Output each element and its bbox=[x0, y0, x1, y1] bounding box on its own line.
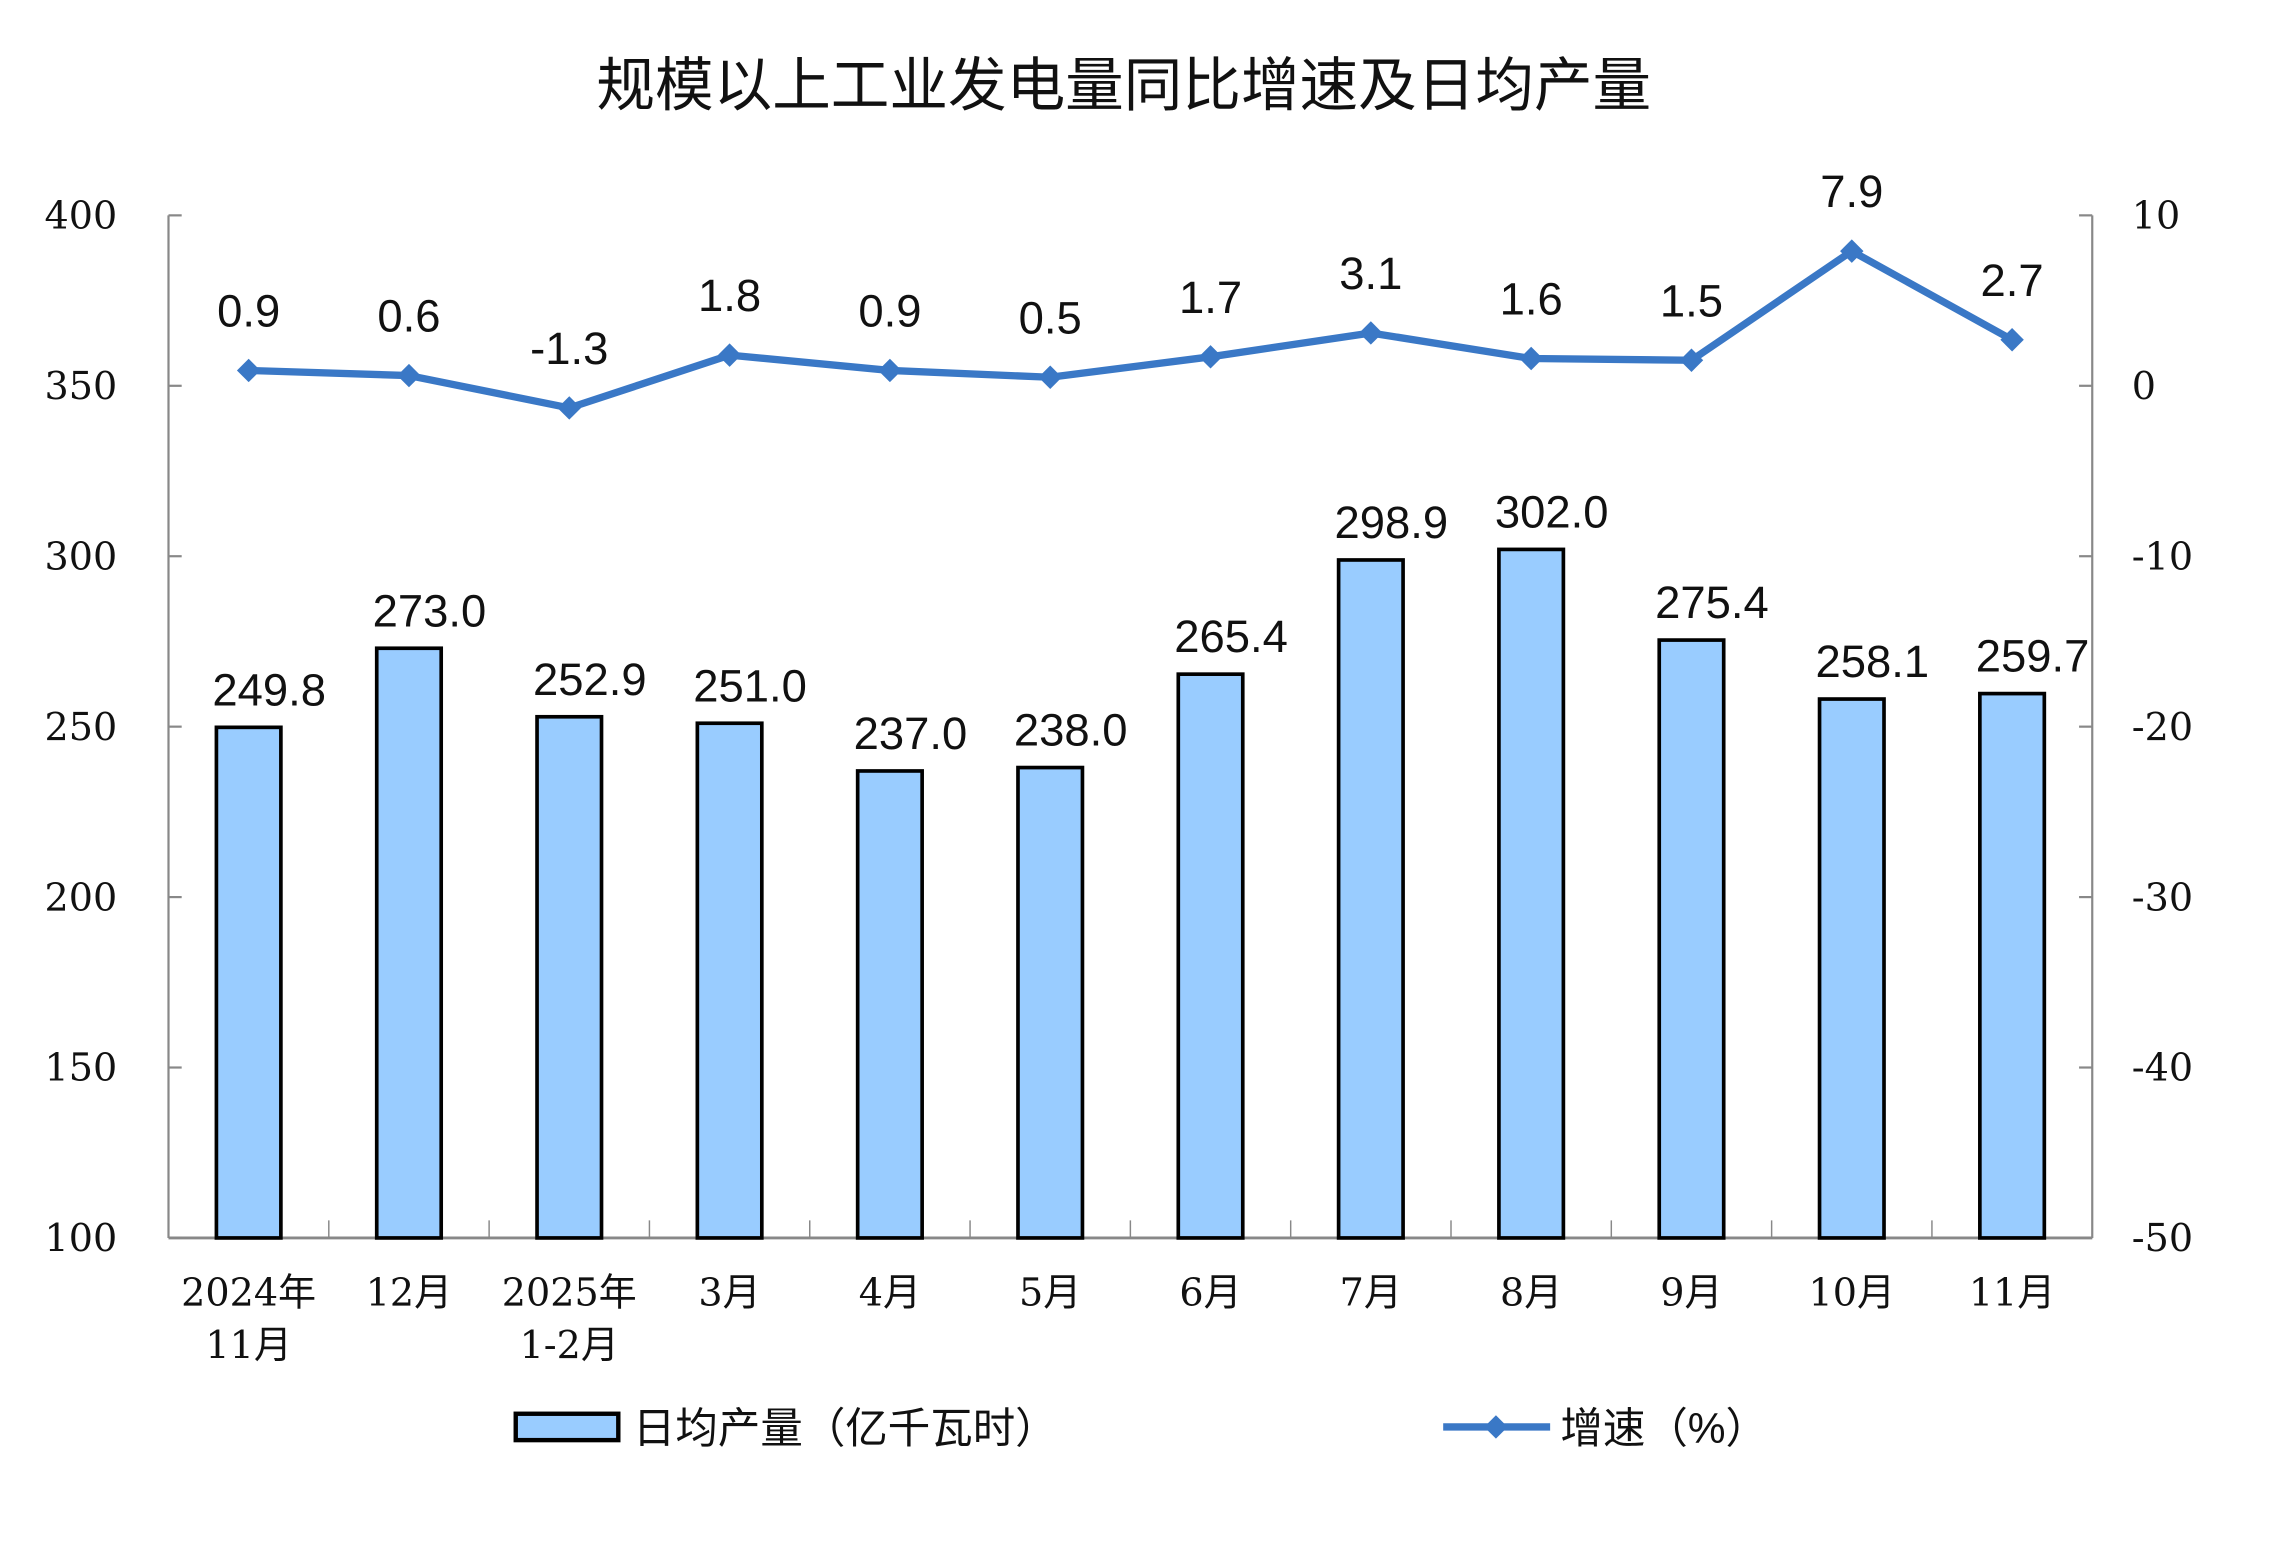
line-marker bbox=[1198, 345, 1223, 369]
bar bbox=[214, 725, 283, 1240]
bar-data-label: 302.0 bbox=[1495, 486, 1609, 537]
y-left-tick-label: 200 bbox=[45, 875, 118, 919]
x-tick-label: 11月 bbox=[205, 1323, 292, 1367]
legend-line-label: 增速（%） bbox=[1560, 1406, 1768, 1453]
line-data-label: 1.6 bbox=[1500, 274, 1563, 325]
y-left-tick-label: 400 bbox=[45, 194, 118, 238]
y-right-tick-label: 10 bbox=[2132, 194, 2180, 238]
line-series: 0.9 0.6 -1.3 1.8 0.9 0.5 1.7 3.1 1.6 1.5 7.9 2.7 bbox=[217, 166, 2044, 420]
bar-data-label: 237.0 bbox=[854, 708, 968, 759]
bar bbox=[1497, 547, 1566, 1240]
x-tick-label: 6月 bbox=[1179, 1270, 1241, 1314]
y-right-tick-label: -40 bbox=[2132, 1046, 2193, 1090]
bar bbox=[374, 646, 444, 1240]
bar-data-label: 259.7 bbox=[1976, 631, 2090, 682]
y-right-tick-label: -20 bbox=[2132, 705, 2193, 749]
x-tick-label: 9月 bbox=[1660, 1270, 1722, 1314]
x-tick-label: 10月 bbox=[1809, 1270, 1896, 1314]
bar bbox=[855, 769, 924, 1240]
bar-data-label: 265.4 bbox=[1174, 611, 1288, 662]
y-left-tick-label: 250 bbox=[45, 705, 118, 749]
line-data-label: 3.1 bbox=[1339, 248, 1402, 299]
x-tick-label: 5月 bbox=[1019, 1270, 1081, 1314]
bar bbox=[1817, 697, 1886, 1240]
bar bbox=[1176, 672, 1245, 1240]
bar-data-label: 238.0 bbox=[1014, 705, 1128, 756]
y-left-tick-label: 350 bbox=[45, 364, 118, 408]
bar-data-label: 258.1 bbox=[1815, 636, 1929, 687]
x-tick-label: 1-2月 bbox=[520, 1323, 619, 1367]
bar bbox=[695, 721, 764, 1240]
bar-series: 249.8 273.0 252.9 251.0 237.0 238.0 265.4 298.9… bbox=[212, 486, 2090, 1240]
legend: 日均产量（亿千瓦时） 增速（%） bbox=[513, 1406, 1768, 1453]
line-marker bbox=[1359, 321, 1383, 345]
line-data-label: 2.7 bbox=[1981, 255, 2044, 306]
x-tick-label: 3月 bbox=[698, 1270, 760, 1314]
bar bbox=[1978, 691, 2047, 1240]
bar bbox=[1336, 558, 1405, 1240]
bar bbox=[535, 714, 604, 1240]
x-tick-label: 4月 bbox=[859, 1270, 921, 1314]
legend-line-marker bbox=[1484, 1415, 1508, 1439]
bar-data-label: 298.9 bbox=[1335, 497, 1449, 548]
line-data-label: -1.3 bbox=[530, 323, 608, 374]
line-marker bbox=[878, 358, 902, 383]
line-data-label: 0.9 bbox=[217, 286, 280, 337]
chart-title: 规模以上工业发电量同比增速及日均产量 bbox=[596, 53, 1651, 118]
x-tick-label: 11月 bbox=[1969, 1270, 2056, 1314]
legend-bar-swatch bbox=[513, 1411, 621, 1443]
x-tick-label: 8月 bbox=[1500, 1270, 1562, 1314]
bar bbox=[1657, 638, 1726, 1240]
y-left-tick-label: 300 bbox=[45, 534, 118, 578]
y-left-tick-label: 150 bbox=[45, 1046, 118, 1090]
bar-data-label: 273.0 bbox=[373, 585, 487, 636]
x-tick-label: 12月 bbox=[366, 1270, 453, 1314]
x-tick-label: 2024年 bbox=[181, 1270, 316, 1314]
line-marker bbox=[557, 396, 581, 420]
line-data-label: 1.8 bbox=[698, 270, 761, 321]
x-tick-label: 2025年 bbox=[502, 1270, 637, 1314]
legend-bar-label: 日均产量（亿千瓦时） bbox=[633, 1406, 1058, 1453]
line-path bbox=[248, 247, 2014, 412]
y-right-tick-label: -50 bbox=[2132, 1216, 2193, 1260]
line-marker bbox=[1038, 365, 1062, 389]
line-marker bbox=[397, 363, 421, 388]
x-tick-label: 7月 bbox=[1340, 1270, 1402, 1314]
line-data-label: 7.9 bbox=[1820, 166, 1883, 217]
line-data-label: 0.5 bbox=[1019, 292, 1082, 343]
line-data-label: 1.5 bbox=[1660, 275, 1723, 326]
bar-data-label: 251.0 bbox=[693, 660, 807, 711]
line-data-label: 1.7 bbox=[1179, 272, 1242, 323]
bar bbox=[1016, 765, 1085, 1240]
line-data-label: 0.6 bbox=[377, 291, 440, 342]
bar-data-label: 249.8 bbox=[212, 664, 326, 715]
y-right-tick-label: 0 bbox=[2132, 364, 2156, 408]
line-data-label: 0.9 bbox=[858, 286, 921, 337]
axes: 400350300250200150100100-10-20-30-40-502… bbox=[45, 194, 2194, 1368]
line-marker bbox=[1519, 346, 1543, 371]
y-right-tick-label: -30 bbox=[2132, 875, 2193, 919]
line-marker bbox=[1840, 239, 1864, 263]
bar-data-label: 275.4 bbox=[1655, 577, 1769, 628]
y-left-tick-label: 100 bbox=[45, 1216, 118, 1260]
line-marker bbox=[717, 343, 742, 367]
y-right-tick-label: -10 bbox=[2132, 534, 2193, 578]
bar-data-label: 252.9 bbox=[533, 654, 647, 705]
line-marker bbox=[236, 358, 261, 383]
